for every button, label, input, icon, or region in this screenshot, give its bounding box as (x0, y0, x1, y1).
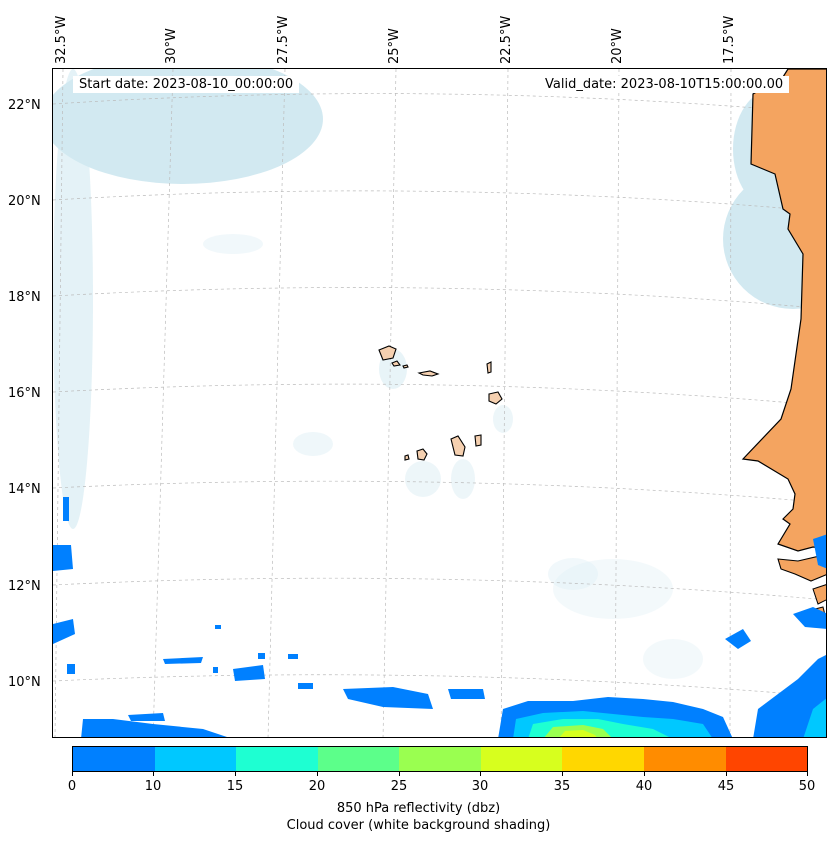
coastal-islet (812, 584, 826, 605)
reflectivity-blob (53, 619, 75, 644)
lon-label-22-5w: 22.5°W (499, 15, 514, 64)
lat-label-18n: 18°N (8, 290, 41, 305)
lat-label-22n: 22°N (8, 98, 41, 113)
island-maio (474, 434, 482, 447)
reflectivity-blob (803, 698, 826, 737)
cloud-patch (203, 234, 263, 254)
reflectivity-blob (213, 667, 218, 673)
colorbar-tick-label: 35 (553, 779, 571, 794)
cloud-patch (451, 459, 475, 499)
reflectivity-contours (53, 497, 826, 737)
reflectivity-blob (288, 654, 298, 659)
cloud-patch (493, 405, 513, 433)
guinea-bissau-coast (777, 553, 826, 582)
cloud-patch (53, 69, 93, 529)
cloud-patch (53, 69, 323, 184)
map-panel[interactable] (52, 68, 827, 738)
colorbar-segment (73, 747, 155, 771)
island-brava (404, 454, 410, 461)
colorbar-segment (236, 747, 318, 771)
reflectivity-blob (559, 730, 597, 737)
lon-label-20w: 20°W (610, 28, 625, 64)
colorbar-segment (643, 747, 726, 771)
colorbar-segment (399, 747, 481, 771)
lon-label-17-5w: 17.5°W (722, 15, 737, 64)
cloud-patch (643, 639, 703, 679)
colorbar-segment (317, 747, 400, 771)
cloud-patch (548, 558, 598, 590)
cloud-patch (405, 461, 441, 497)
cloud-patch (293, 432, 333, 456)
lon-label-25w: 25°W (387, 28, 402, 64)
reflectivity-blob (128, 713, 165, 721)
reflectivity-blob (53, 545, 73, 571)
colorbar-segment (725, 747, 808, 771)
colorbar-tick-label: 30 (471, 779, 489, 794)
reflectivity-blob (725, 629, 751, 649)
reflectivity-blob (258, 653, 265, 659)
island-santa-luzia (402, 364, 409, 369)
reflectivity-blob (67, 664, 75, 674)
lat-label-14n: 14°N (8, 482, 41, 497)
reflectivity-blob (163, 657, 203, 664)
reflectivity-blob (81, 719, 227, 737)
colorbar-tick-label: 50 (798, 779, 816, 794)
colorbar-tick-label: 10 (144, 779, 162, 794)
lon-label-30w: 30°W (164, 28, 179, 64)
colorbar-tick-label: 40 (635, 779, 653, 794)
valid-date-label: Valid_date: 2023-08-10T15:00:00.00 (539, 76, 790, 93)
island-santo-antao (378, 345, 397, 361)
colorbar-tick-label: 0 (67, 779, 77, 794)
island-boa-vista (488, 391, 503, 405)
colorbar-tick-label: 20 (308, 779, 326, 794)
island-sal (486, 361, 492, 374)
island-santiago (450, 435, 466, 457)
reflectivity-blob (215, 625, 221, 629)
island-sao-nicolau (417, 370, 440, 377)
reflectivity-blob (343, 687, 433, 709)
reflectivity-blob (753, 655, 826, 737)
reflectivity-blob (233, 665, 265, 681)
island-fogo (416, 448, 428, 461)
reflectivity-blob (813, 534, 826, 569)
island-sao-vicente (391, 360, 401, 367)
lon-label-27-5w: 27.5°W (276, 15, 291, 64)
reflectivity-blob (63, 497, 69, 521)
colorbar-tick-label: 25 (390, 779, 408, 794)
lat-label-10n: 10°N (8, 675, 41, 690)
lat-label-16n: 16°N (8, 386, 41, 401)
cloud-patch (553, 559, 673, 619)
colorbar-subtitle: Cloud cover (white background shading) (286, 818, 551, 833)
cape-verde-islands (378, 345, 503, 461)
lat-label-20n: 20°N (8, 194, 41, 209)
colorbar-tick-label: 15 (226, 779, 244, 794)
lon-label-32-5w: 32.5°W (54, 15, 69, 64)
reflectivity-blob (793, 607, 826, 629)
start-date-label: Start date: 2023-08-10_00:00:00 (73, 76, 300, 93)
colorbar-title: 850 hPa reflectivity (dbz) (336, 801, 501, 816)
colorbar (72, 746, 808, 772)
colorbar-segment (154, 747, 237, 771)
reflectivity-blob (448, 689, 485, 699)
colorbar-tick-label: 45 (717, 779, 735, 794)
map-canvas (53, 69, 826, 737)
lat-label-12n: 12°N (8, 579, 41, 594)
africa-landmass (741, 69, 826, 552)
cloud-cover-shading (53, 69, 826, 679)
colorbar-segment (562, 747, 644, 771)
reflectivity-blob (298, 683, 313, 689)
colorbar-segment (480, 747, 563, 771)
